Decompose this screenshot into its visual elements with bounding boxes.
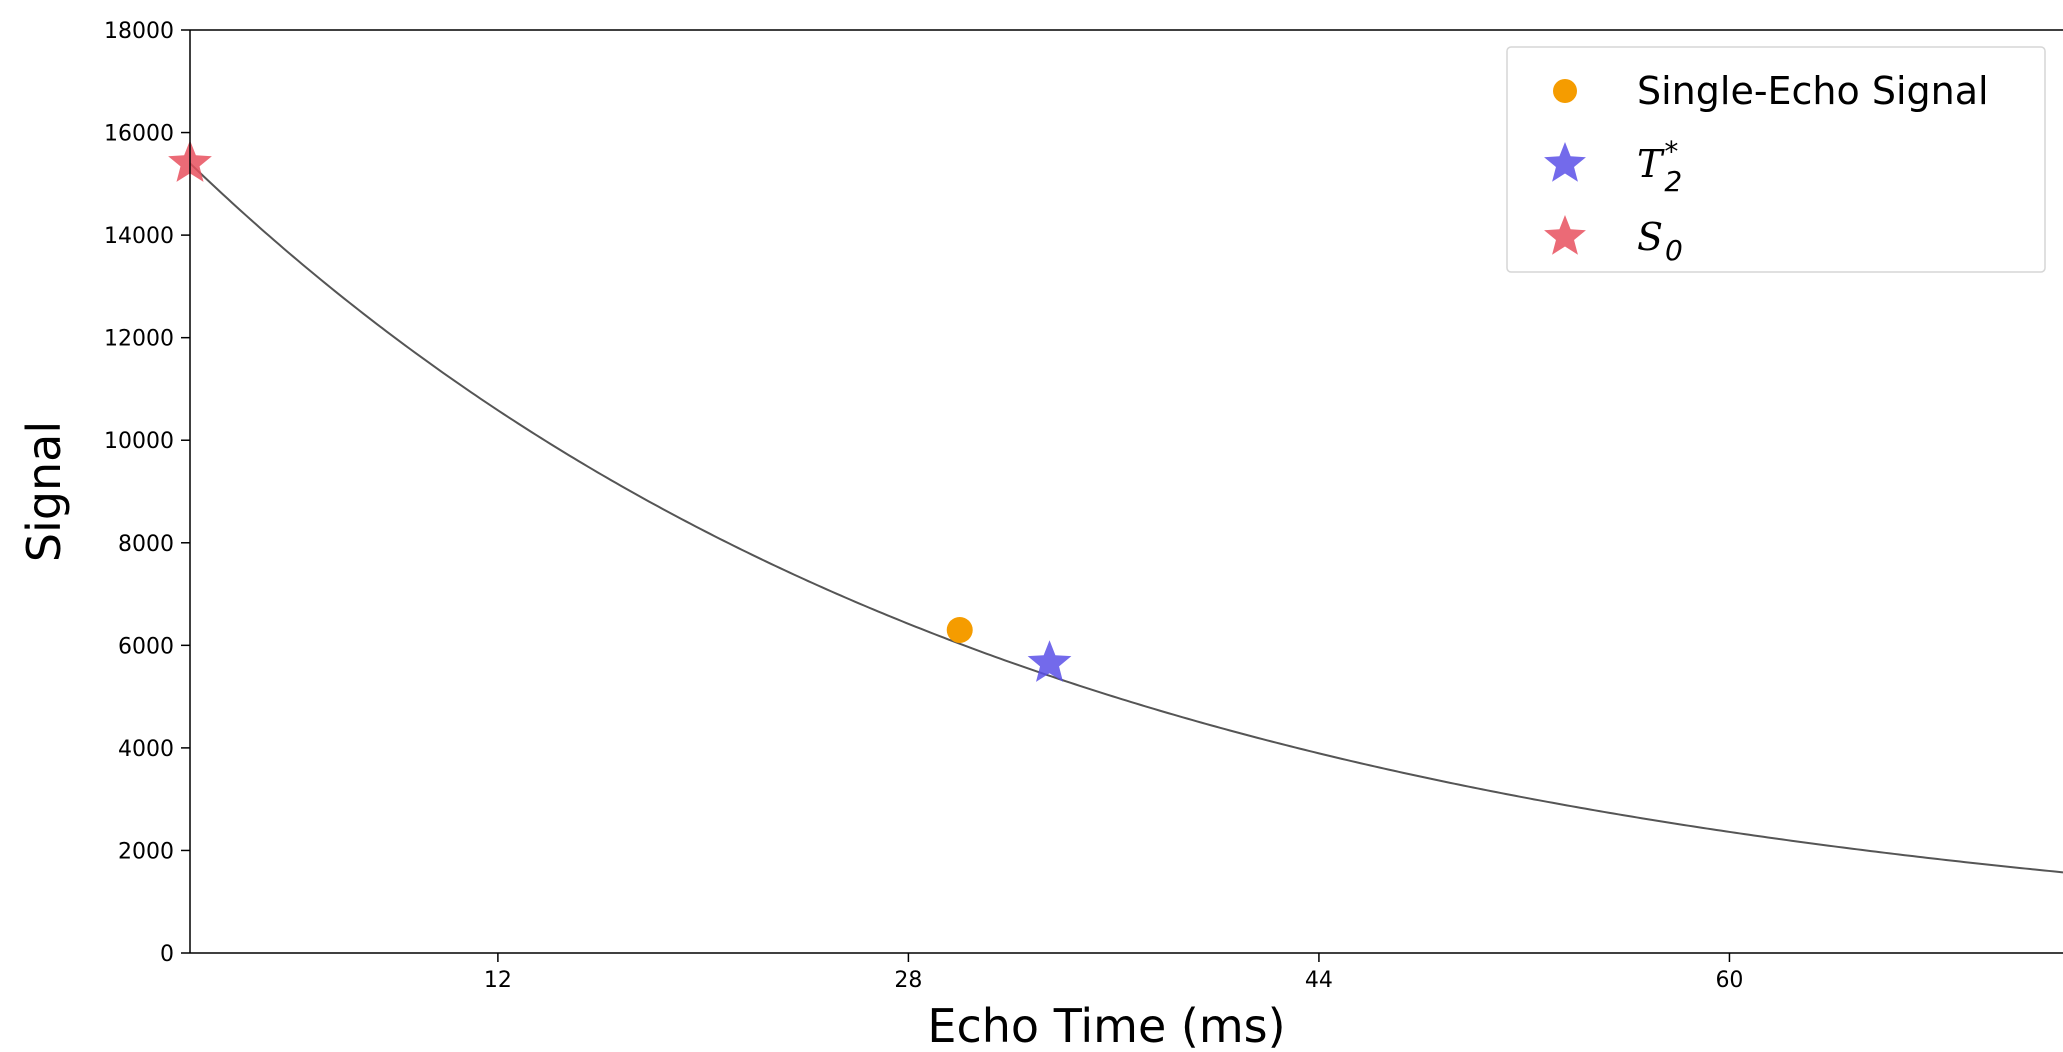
y-tick-label: 2000 <box>118 839 174 864</box>
y-tick-label: 10000 <box>104 429 174 454</box>
y-ticks: 0 2000 4000 6000 8000 10000 12000 14000 16000 180… <box>104 19 190 967</box>
t2star-legend-marker <box>1544 142 1586 182</box>
single-echo-point <box>946 616 973 643</box>
y-tick-label: 0 <box>160 942 174 967</box>
x-tick-label: 44 <box>1305 968 1333 993</box>
single-echo-legend-marker <box>1553 79 1577 103</box>
y-tick-label: 16000 <box>104 122 174 147</box>
legend-box <box>1506 46 2046 273</box>
y-axis-title: Signal <box>17 421 71 562</box>
single-echo-legend-label: Single-Echo Signal <box>1637 69 1989 113</box>
y-tick-label: 14000 <box>104 224 174 249</box>
points-layer <box>168 140 1072 682</box>
y-tick-label: 4000 <box>118 737 174 762</box>
legend-entries: Single-Echo Signal T* 2 S0 <box>1544 69 1989 267</box>
s0-legend-label: S0 <box>1637 215 1683 267</box>
t2star-legend-label: T* 2 <box>1637 135 1682 198</box>
y-tick-label: 18000 <box>104 19 174 44</box>
legend: Single-Echo Signal T* 2 S0 <box>1506 46 2046 273</box>
s0-legend-marker <box>1544 215 1586 255</box>
decay-curve <box>189 162 2063 874</box>
x-tick-label: 60 <box>1715 968 1743 993</box>
y-tick-label: 6000 <box>118 634 174 659</box>
y-tick-label: 8000 <box>118 532 174 557</box>
x-axis-title: Echo Time (ms) <box>927 999 1285 1052</box>
x-tick-label: 12 <box>484 968 512 993</box>
y-tick-label: 12000 <box>104 327 174 352</box>
x-tick-label: 28 <box>894 968 922 993</box>
x-ticks: 12 28 44 60 <box>484 953 1743 993</box>
t2star-point <box>1027 640 1072 682</box>
